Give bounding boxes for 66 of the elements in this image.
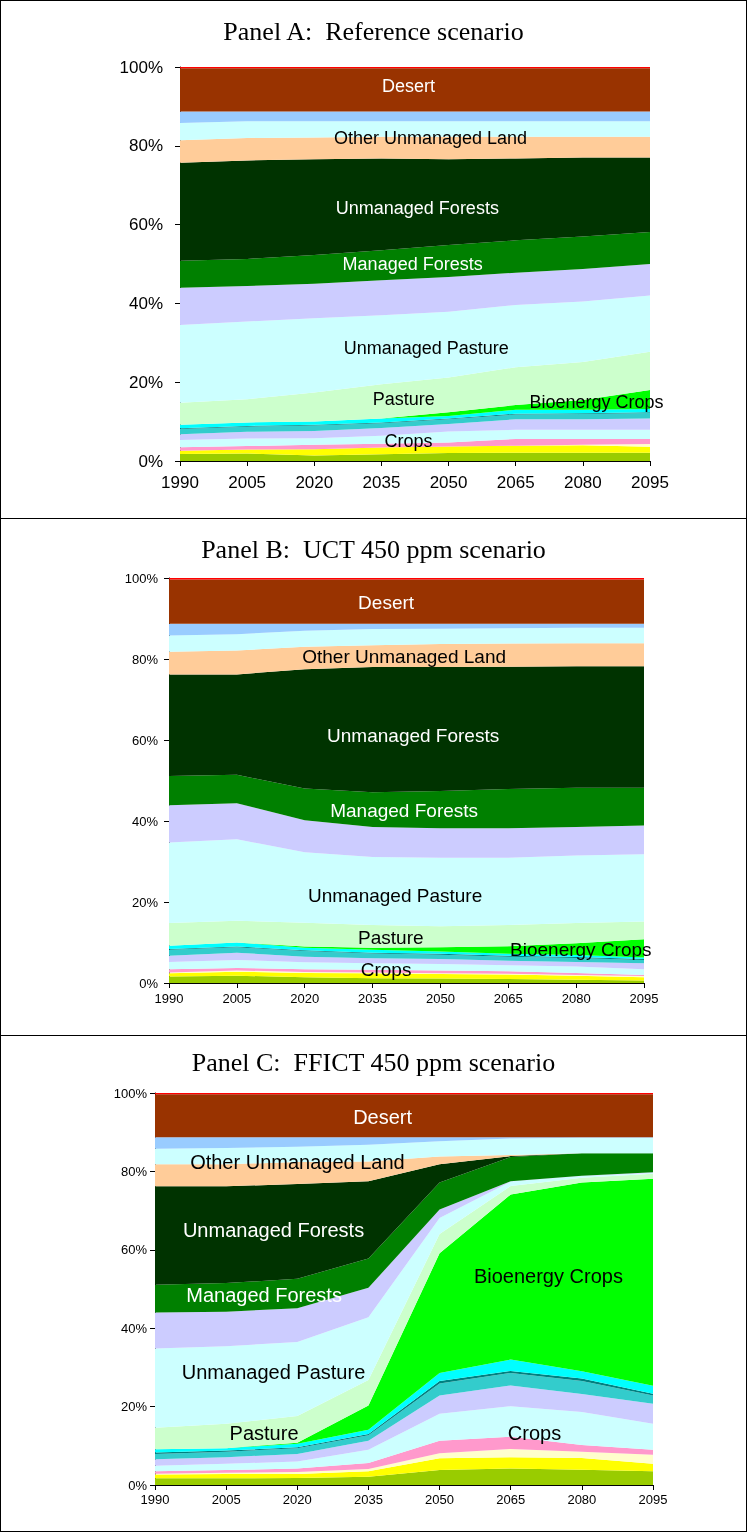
annotation: Pasture bbox=[358, 927, 424, 949]
annotation: Crops bbox=[384, 430, 433, 451]
y-tick-label: 100% bbox=[124, 570, 159, 586]
annotation: Unmanaged Forests bbox=[335, 197, 499, 218]
y-tick-label: 20% bbox=[131, 894, 159, 910]
x-tick-label: 2095 bbox=[631, 473, 669, 492]
x-tick-label: 2005 bbox=[222, 991, 252, 1006]
y-tick-label: 100% bbox=[113, 1085, 148, 1101]
x-tick-label: 2065 bbox=[496, 473, 535, 492]
y-tick-label: 80% bbox=[120, 1163, 148, 1179]
x-tick-label: 2095 bbox=[638, 1492, 668, 1507]
y-tick-label: 80% bbox=[131, 651, 159, 667]
annotation: Unmanaged Pasture bbox=[343, 337, 509, 358]
x-tick-label: 1990 bbox=[140, 1492, 170, 1507]
chart-title: Panel C: FFICT 450 ppm scenario bbox=[191, 1047, 556, 1077]
y-tick-label: 80% bbox=[128, 136, 163, 156]
x-tick-label: 2035 bbox=[362, 473, 401, 492]
annotation: Managed Forests bbox=[186, 1283, 342, 1306]
annotation: Unmanaged Forests bbox=[327, 725, 500, 747]
x-tick-label: 2035 bbox=[358, 991, 388, 1006]
chart-title: Panel B: UCT 450 ppm scenario bbox=[201, 534, 546, 564]
annotation: Pasture bbox=[372, 388, 435, 409]
x-tick-label: 2065 bbox=[496, 1492, 526, 1507]
annotation: Desert bbox=[381, 76, 435, 97]
y-tick-label: 0% bbox=[139, 975, 159, 991]
x-tick-label: 2050 bbox=[425, 1492, 455, 1507]
annotation: Other Unmanaged Land bbox=[190, 1150, 405, 1173]
x-tick-label: 2020 bbox=[282, 1492, 312, 1507]
x-tick-label: 2080 bbox=[567, 1492, 597, 1507]
annotation: Other Unmanaged Land bbox=[333, 127, 528, 148]
x-tick-label: 2050 bbox=[429, 473, 468, 492]
chart-title: Panel A: Reference scenario bbox=[223, 16, 524, 46]
annotation: Unmanaged Forests bbox=[182, 1218, 365, 1241]
x-tick-label: 2065 bbox=[493, 991, 523, 1006]
y-tick-label: 60% bbox=[131, 732, 159, 748]
annotation: Unmanaged Pasture bbox=[181, 1361, 366, 1384]
y-tick-label: 0% bbox=[138, 451, 163, 471]
annotation: Crops bbox=[507, 1422, 562, 1445]
annotation: Managed Forests bbox=[330, 799, 479, 821]
annotation: Desert bbox=[358, 592, 415, 614]
x-tick-label: 2020 bbox=[290, 991, 320, 1006]
annotation: Desert bbox=[353, 1105, 413, 1128]
y-tick-label: 40% bbox=[131, 813, 159, 829]
x-tick-label: 2080 bbox=[561, 991, 591, 1006]
y-tick-label: 40% bbox=[128, 293, 163, 313]
y-tick-label: 60% bbox=[120, 1242, 148, 1258]
x-tick-label: 2080 bbox=[563, 473, 602, 492]
annotation: Other Unmanaged Land bbox=[302, 645, 507, 667]
annotation: Unmanaged Pasture bbox=[307, 884, 483, 906]
x-tick-label: 1990 bbox=[161, 473, 199, 492]
x-tick-label: 2095 bbox=[629, 991, 659, 1006]
annotation: Pasture bbox=[229, 1422, 299, 1445]
annotation: Bioenergy Crops bbox=[473, 1265, 623, 1288]
x-tick-label: 2020 bbox=[295, 473, 334, 492]
x-tick-label: 1990 bbox=[154, 991, 184, 1006]
y-tick-label: 20% bbox=[120, 1399, 148, 1415]
x-tick-label: 2050 bbox=[425, 991, 455, 1006]
x-tick-label: 2035 bbox=[353, 1492, 383, 1507]
y-tick-label: 100% bbox=[119, 57, 163, 77]
y-tick-label: 20% bbox=[128, 372, 163, 392]
annotation: Managed Forests bbox=[342, 254, 483, 274]
y-tick-label: 60% bbox=[128, 215, 163, 235]
y-tick-label: 40% bbox=[120, 1320, 148, 1336]
x-tick-label: 2005 bbox=[228, 473, 267, 492]
x-tick-label: 2005 bbox=[211, 1492, 241, 1507]
y-tick-label: 0% bbox=[128, 1477, 148, 1493]
